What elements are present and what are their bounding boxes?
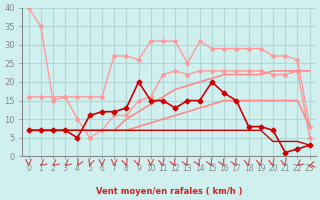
X-axis label: Vent moyen/en rafales ( km/h ): Vent moyen/en rafales ( km/h ) <box>96 187 242 196</box>
